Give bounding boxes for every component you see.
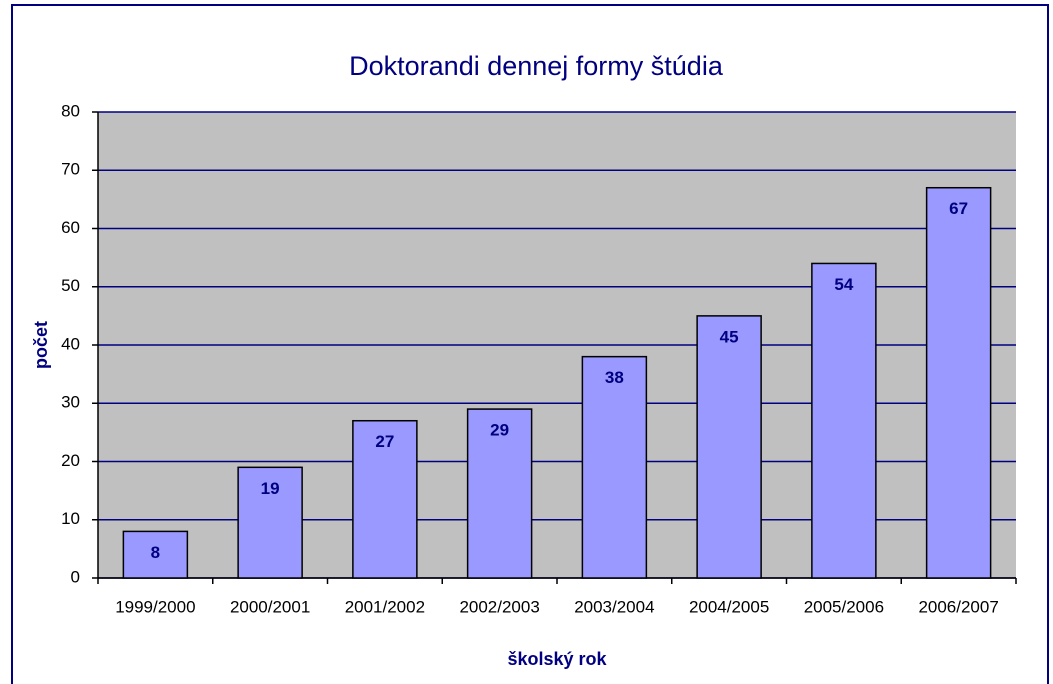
bar — [237, 466, 303, 579]
y-tick-label: 80 — [61, 101, 80, 120]
bar — [696, 315, 762, 579]
x-tick-label: 2004/2005 — [689, 597, 769, 616]
bar — [122, 530, 189, 579]
y-axis-title: počet — [31, 321, 51, 369]
bar — [581, 355, 648, 579]
data-label: 67 — [949, 199, 968, 218]
x-tick-label: 2002/2003 — [459, 597, 539, 616]
x-tick-label: 1999/2000 — [115, 597, 195, 616]
data-label: 8 — [151, 543, 160, 562]
x-tick-label: 2005/2006 — [804, 597, 884, 616]
data-label: 29 — [490, 421, 509, 440]
x-axis-title: školský rok — [507, 649, 607, 669]
y-tick-label: 10 — [61, 509, 80, 528]
data-label: 38 — [605, 368, 624, 387]
data-label: 45 — [720, 327, 739, 346]
y-tick-label: 40 — [61, 334, 80, 353]
bar — [352, 419, 418, 579]
bar — [466, 408, 533, 579]
x-tick-label: 2006/2007 — [918, 597, 998, 616]
data-label: 19 — [261, 479, 280, 498]
x-tick-label: 2001/2002 — [345, 597, 425, 616]
chart-title: Doktorandi dennej formy štúdia — [349, 51, 724, 81]
x-tick-label: 2000/2001 — [230, 597, 310, 616]
bar — [811, 262, 877, 579]
x-tick-label: 2003/2004 — [574, 597, 654, 616]
y-tick-label: 70 — [61, 160, 80, 179]
y-tick-label: 0 — [71, 567, 80, 586]
y-tick-label: 60 — [61, 218, 80, 237]
data-label: 54 — [834, 275, 853, 294]
y-tick-label: 30 — [61, 393, 80, 412]
y-tick-label: 20 — [61, 451, 80, 470]
y-tick-label: 50 — [61, 276, 80, 295]
bar — [925, 186, 992, 579]
data-label: 27 — [375, 432, 394, 451]
